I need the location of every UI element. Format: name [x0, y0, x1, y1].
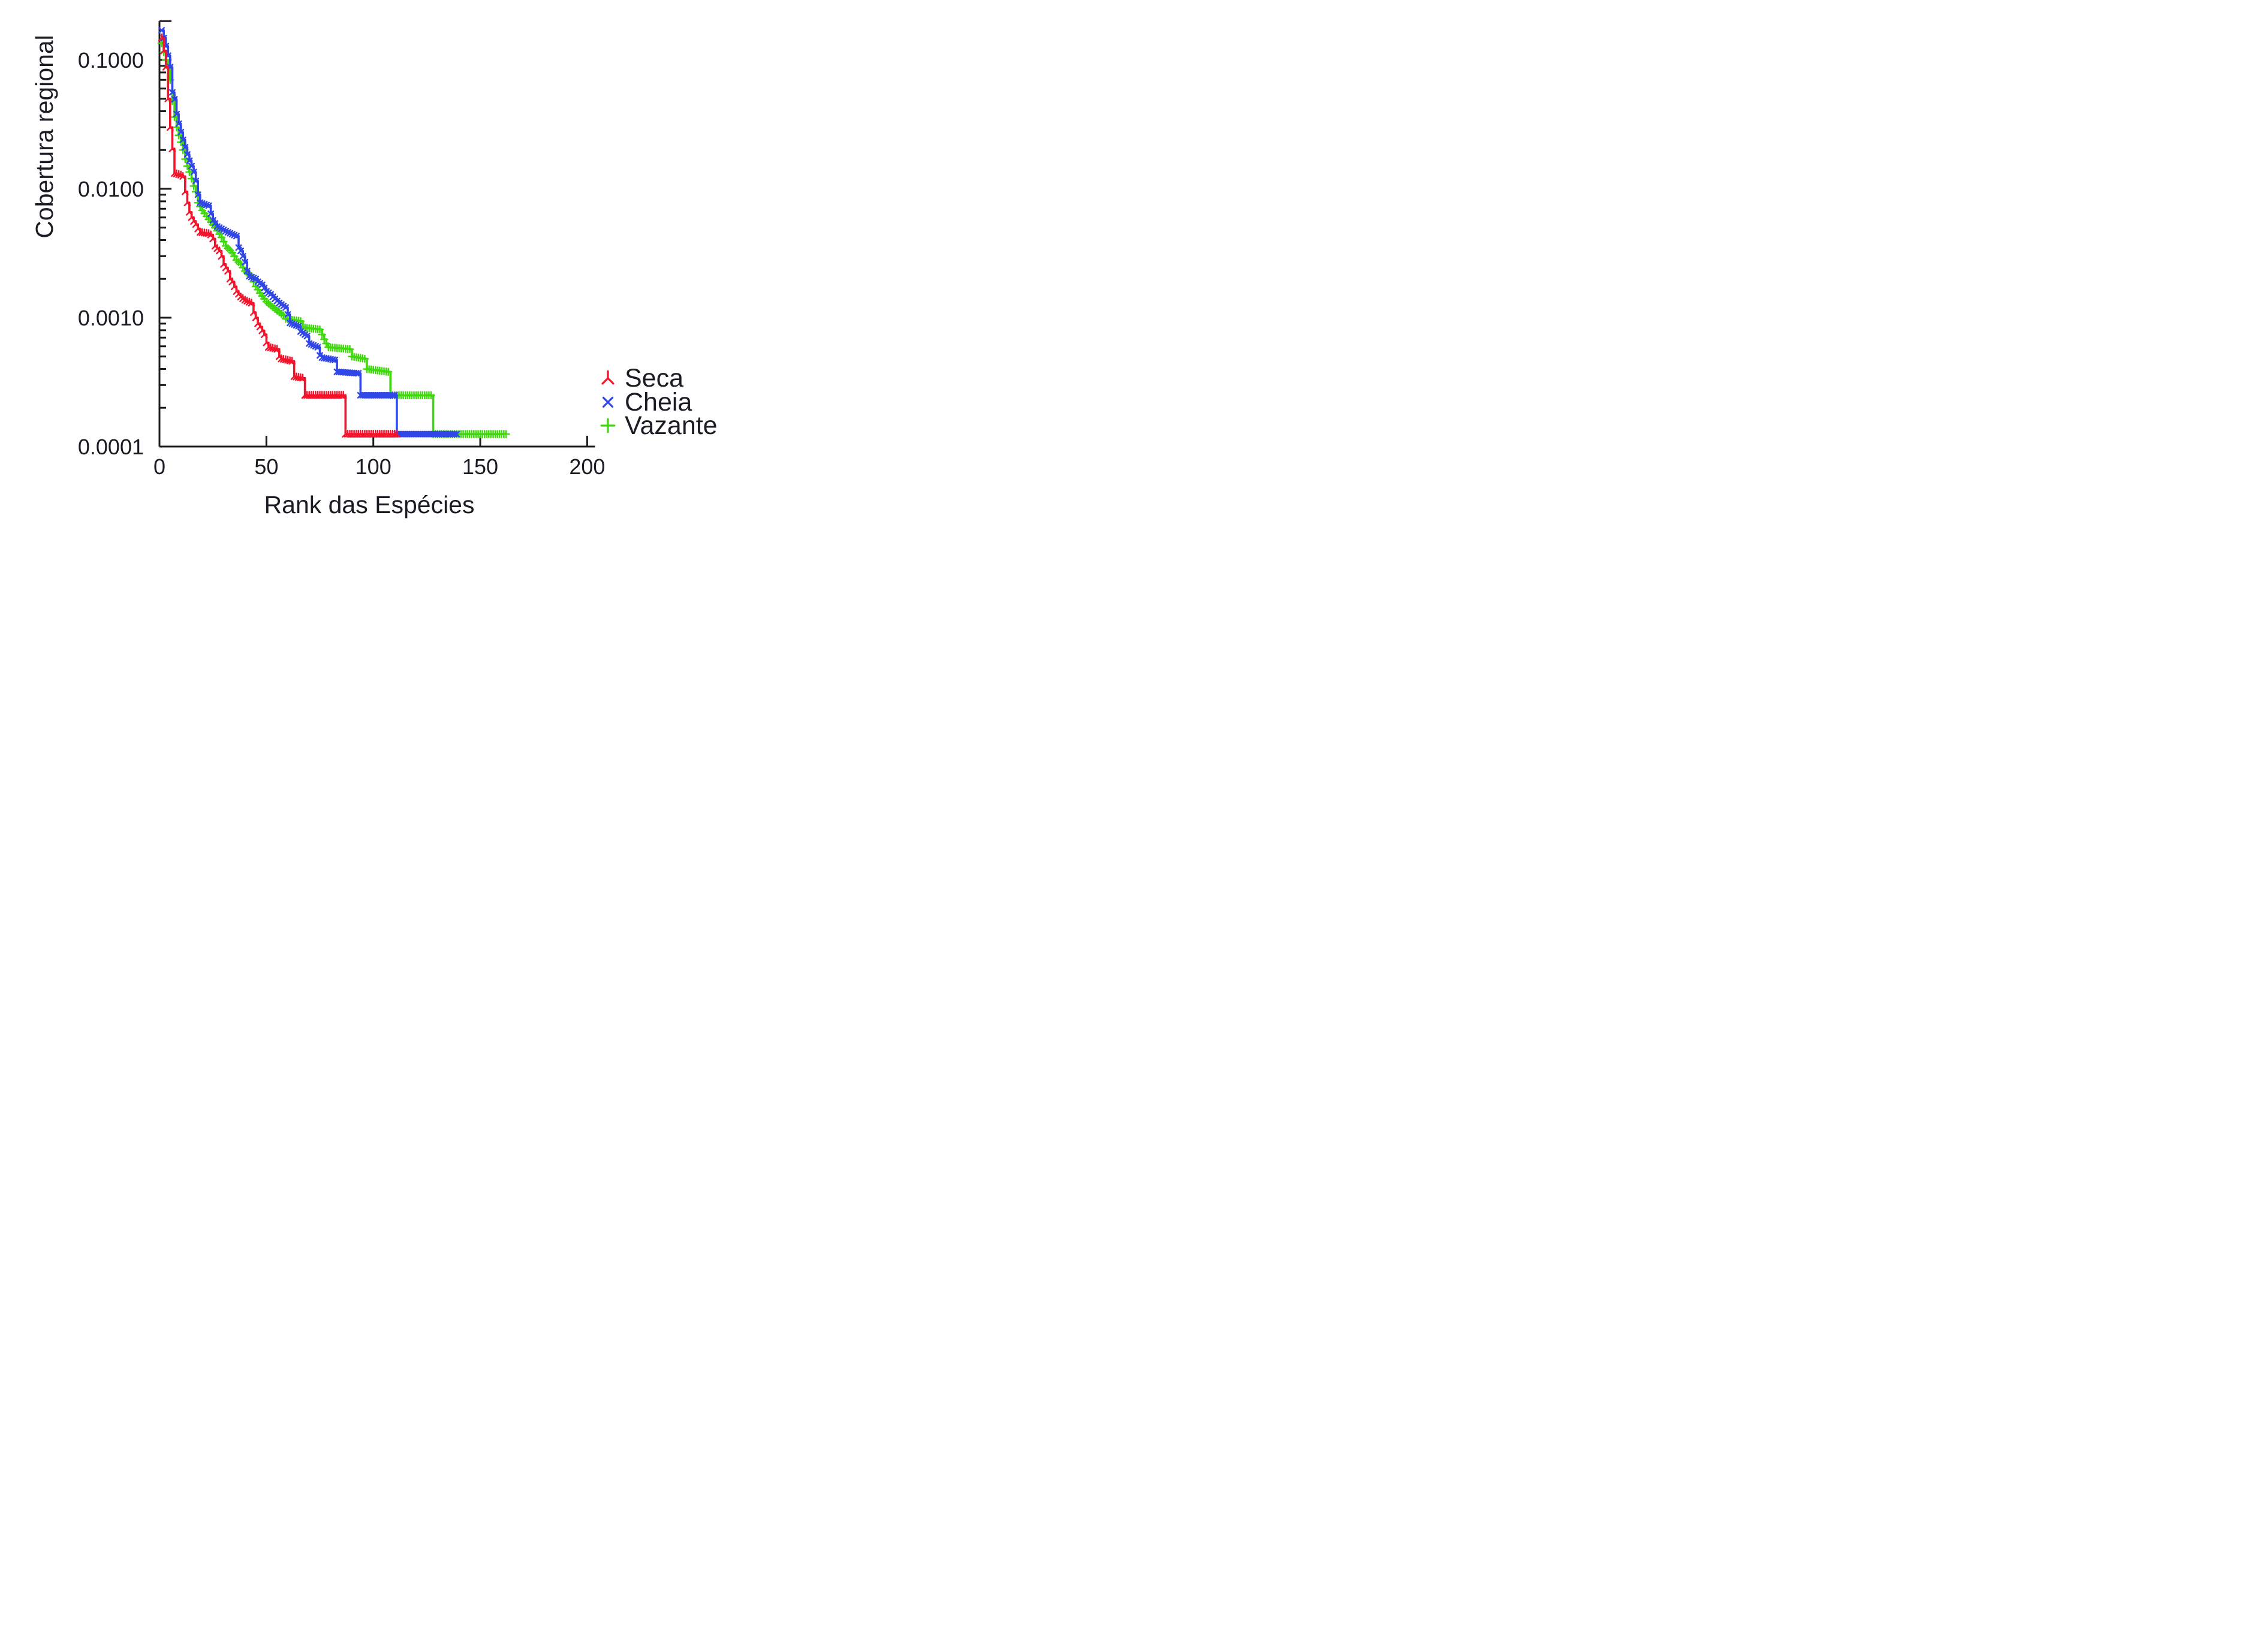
y-tick-label-0.1000: 0.1000	[78, 48, 144, 73]
y-tick-label-0.0100: 0.0100	[78, 177, 144, 201]
x-tick-label-100: 100	[356, 454, 391, 479]
cheia-x-icon	[602, 396, 614, 408]
x-tick-label-150: 150	[462, 454, 498, 479]
x-tick-label-50: 50	[254, 454, 278, 479]
seca-tri-down-icon	[601, 370, 615, 385]
y-tick-label-0.0010: 0.0010	[78, 306, 144, 330]
series-cheia	[158, 27, 460, 438]
series-vazante	[157, 39, 510, 438]
legend-item-seca: Seca	[601, 364, 683, 393]
series-seca	[158, 34, 400, 438]
legend-item-cheia: Cheia	[602, 388, 692, 417]
legend-label-cheia: Cheia	[625, 388, 692, 417]
legend: Seca Cheia Vazante	[600, 364, 718, 440]
x-tick-label-0: 0	[153, 454, 165, 479]
vazante-plus-icon	[600, 418, 616, 433]
series-markers-cheia	[158, 27, 460, 438]
legend-label-seca: Seca	[625, 364, 683, 393]
axes: 0.1000 0.0100 0.0010 0.0001 0 50 100 150 200	[78, 20, 605, 479]
y-tick-label-0.0001: 0.0001	[78, 435, 144, 459]
legend-label-vazante: Vazante	[625, 411, 718, 440]
series-markers-vazante	[157, 39, 510, 438]
axis-lines-and-ticks	[158, 20, 595, 448]
series-markers-seca	[158, 34, 400, 438]
legend-item-vazante: Vazante	[600, 411, 718, 440]
y-axis-title: Cobertura regional	[31, 35, 58, 239]
x-axis-title: Rank das Espécies	[264, 491, 475, 518]
series-layer	[157, 27, 510, 438]
x-tick-label-200: 200	[569, 454, 605, 479]
rank-abundance-chart: 0.1000 0.0100 0.0010 0.0001 0 50 100 150 200 Ran…	[0, 0, 756, 542]
plot-canvas: 0.1000 0.0100 0.0010 0.0001 0 50 100 150 200 Ran…	[31, 20, 718, 518]
